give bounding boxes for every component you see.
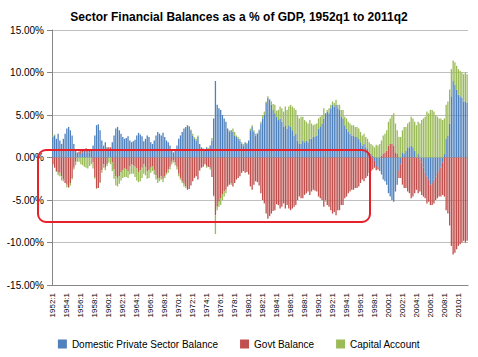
svg-text:15.00%: 15.00% (10, 25, 44, 36)
svg-text:1988:1: 1988:1 (300, 292, 309, 317)
svg-text:2006:1: 2006:1 (426, 292, 435, 317)
svg-text:-15.00%: -15.00% (7, 280, 44, 291)
svg-text:Capital Account: Capital Account (350, 339, 420, 350)
svg-text:2010:1: 2010:1 (454, 292, 463, 317)
svg-text:2002:1: 2002:1 (398, 292, 407, 317)
svg-text:1978:1: 1978:1 (230, 292, 239, 317)
svg-text:2004:1: 2004:1 (412, 292, 421, 317)
svg-text:1984:1: 1984:1 (272, 292, 281, 317)
svg-text:1980:1: 1980:1 (244, 292, 253, 317)
svg-text:1954:1: 1954:1 (62, 292, 71, 317)
svg-text:1966:1: 1966:1 (146, 292, 155, 317)
svg-text:1970:1: 1970:1 (174, 292, 183, 317)
svg-text:1956:1: 1956:1 (76, 292, 85, 317)
svg-text:0.00%: 0.00% (15, 152, 44, 163)
svg-text:1982:1: 1982:1 (258, 292, 267, 317)
svg-text:1964:1: 1964:1 (132, 292, 141, 317)
svg-text:1960:1: 1960:1 (104, 292, 113, 317)
svg-text:-10.00%: -10.00% (7, 237, 44, 248)
svg-text:Domestic Private Sector Balanc: Domestic Private Sector Balance (72, 339, 219, 350)
svg-text:1972:1: 1972:1 (188, 292, 197, 317)
svg-text:1994:1: 1994:1 (342, 292, 351, 317)
svg-text:Sector Financial Balances as a: Sector Financial Balances as a % of GDP,… (70, 10, 408, 24)
svg-text:-5.00%: -5.00% (12, 195, 44, 206)
svg-text:2008:1: 2008:1 (440, 292, 449, 317)
svg-text:1958:1: 1958:1 (90, 292, 99, 317)
svg-text:1990:1: 1990:1 (314, 292, 323, 317)
svg-text:5.00%: 5.00% (16, 110, 44, 121)
svg-text:1992:1: 1992:1 (328, 292, 337, 317)
svg-text:2000:1: 2000:1 (384, 292, 393, 317)
svg-text:10.00%: 10.00% (10, 67, 44, 78)
svg-text:1986:1: 1986:1 (286, 292, 295, 317)
svg-text:1968:1: 1968:1 (160, 292, 169, 317)
svg-text:1962:1: 1962:1 (118, 292, 127, 317)
svg-text:1976:1: 1976:1 (216, 292, 225, 317)
svg-text:Govt Balance: Govt Balance (254, 339, 314, 350)
svg-text:1974:1: 1974:1 (202, 292, 211, 317)
svg-text:1996:1: 1996:1 (356, 292, 365, 317)
svg-text:1952:1: 1952:1 (48, 292, 57, 317)
svg-text:1998:1: 1998:1 (370, 292, 379, 317)
